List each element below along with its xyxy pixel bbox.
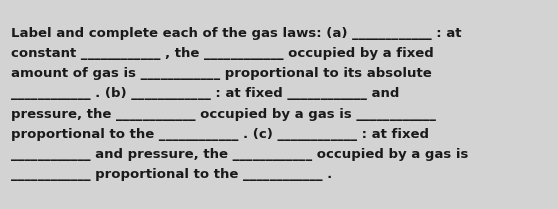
Text: proportional to the ____________ . (c) ____________ : at fixed: proportional to the ____________ . (c) _… bbox=[11, 128, 429, 141]
Text: constant ____________ , the ____________ occupied by a fixed: constant ____________ , the ____________… bbox=[11, 47, 434, 60]
Text: ____________ . (b) ____________ : at fixed ____________ and: ____________ . (b) ____________ : at fix… bbox=[11, 88, 400, 101]
Text: Label and complete each of the gas laws: (a) ____________ : at: Label and complete each of the gas laws:… bbox=[11, 27, 461, 40]
Text: ____________ and pressure, the ____________ occupied by a gas is: ____________ and pressure, the _________… bbox=[11, 148, 469, 161]
Text: amount of gas is ____________ proportional to its absolute: amount of gas is ____________ proportion… bbox=[11, 67, 432, 80]
Text: pressure, the ____________ occupied by a gas is ____________: pressure, the ____________ occupied by a… bbox=[11, 108, 436, 121]
Text: ____________ proportional to the ____________ .: ____________ proportional to the _______… bbox=[11, 168, 333, 181]
